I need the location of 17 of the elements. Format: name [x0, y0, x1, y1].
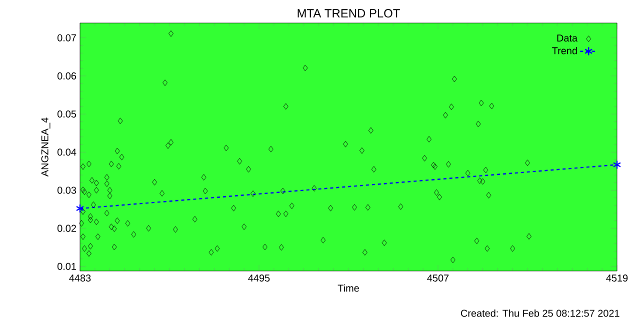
x-axis-title: Time [338, 284, 359, 292]
y-tick-label: 0.07 [57, 34, 76, 42]
legend-label: Trend [552, 46, 577, 54]
x-tick-label: 4507 [427, 274, 449, 282]
x-tick-label: 4519 [606, 274, 628, 282]
y-tick-label: 0.05 [57, 110, 76, 118]
legend-label: Data [557, 34, 578, 42]
chart-title: MTA TREND PLOT [298, 9, 400, 18]
y-tick-label: 0.04 [57, 148, 76, 156]
y-tick-label: 0.06 [57, 72, 76, 80]
x-tick-label: 4483 [69, 274, 91, 282]
y-tick-label: 0.02 [57, 224, 76, 232]
text: Created: Thu Feb 25 08:12:57 2021 [460, 309, 620, 317]
y-tick-label: 0.03 [57, 186, 76, 194]
y-tick-label: 0.01 [57, 262, 76, 270]
y-axis-title: ANGZNEA_4 [41, 118, 50, 177]
x-tick-label: 4495 [248, 274, 270, 282]
